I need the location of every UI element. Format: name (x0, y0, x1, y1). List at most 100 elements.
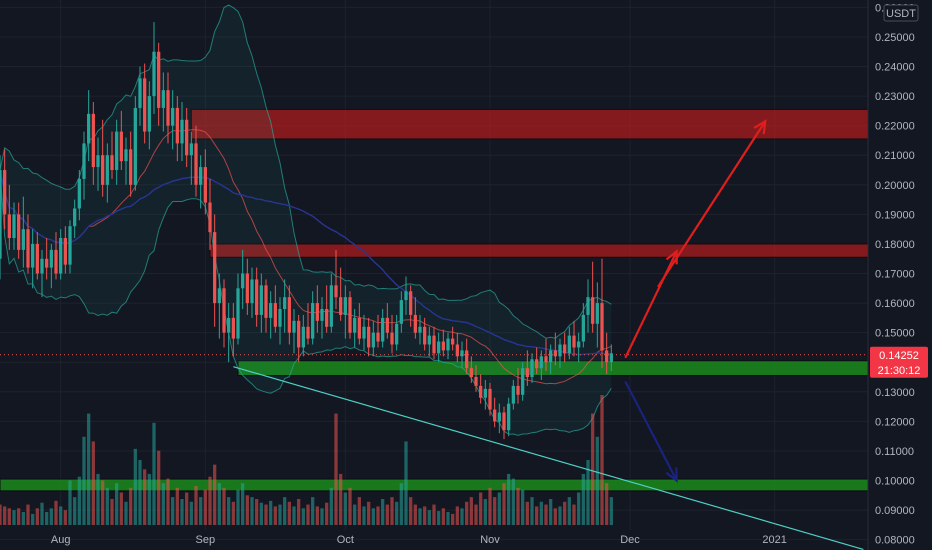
candle-body (87, 113, 91, 144)
candle-body (3, 170, 7, 215)
resistance-zone (209, 243, 869, 258)
volume-bar (171, 497, 175, 525)
candle-body (577, 341, 581, 348)
volume-bar (26, 504, 30, 525)
volume-bar (441, 508, 445, 525)
last-price-box (870, 346, 928, 378)
volume-bar (320, 508, 324, 525)
bar-countdown: 21:30:12 (878, 365, 921, 377)
candle-body (357, 317, 361, 339)
volume-bar (483, 499, 487, 525)
candle-body (147, 96, 151, 132)
candle-body (497, 412, 501, 422)
candle-body (488, 388, 492, 410)
candle-body (558, 344, 562, 357)
volume-bar (479, 492, 483, 525)
candle-body (40, 258, 44, 274)
volume-bar (283, 497, 287, 525)
candle-body (269, 303, 273, 318)
volume-bar (539, 501, 543, 525)
volume-bar (147, 473, 151, 525)
candle-body (544, 356, 548, 363)
candle-body (161, 90, 165, 108)
candle-body (199, 167, 203, 185)
candle-body (301, 326, 305, 348)
candle-body (521, 368, 525, 395)
candle-body (185, 119, 189, 156)
volume-bar (105, 487, 109, 525)
candle-body (231, 317, 235, 339)
candle-body (432, 335, 436, 354)
candle-body (325, 309, 329, 327)
volume-bar (180, 499, 184, 525)
volume-bar (241, 483, 245, 525)
time-axis[interactable]: Aug Sep Oct Nov Dec 2021 (51, 534, 787, 546)
volume-bar (157, 450, 161, 525)
y-tick-label: 0.25000 (875, 32, 915, 44)
volume-bar (507, 473, 511, 525)
candle-body (479, 385, 483, 398)
candle-body (12, 214, 16, 239)
candle-body (367, 326, 371, 348)
candle-body (59, 238, 63, 274)
candle-body (465, 350, 469, 369)
volume-bar (395, 501, 399, 525)
volume-bar (409, 497, 413, 525)
volume-bar (437, 511, 441, 525)
candle-body (423, 326, 427, 345)
volume-bar (31, 513, 35, 525)
candle-body (595, 303, 599, 324)
volume-bar (59, 506, 63, 525)
volume-bar (143, 469, 147, 525)
candle-body (320, 309, 324, 321)
volume-bar (511, 478, 515, 525)
volume-bar (3, 506, 7, 525)
y-tick-label: 0.17000 (875, 269, 915, 281)
volume-bar (609, 497, 613, 525)
volume-bar (199, 497, 203, 525)
candle-body (530, 359, 534, 378)
candle-body (441, 341, 445, 351)
volume-bar (586, 460, 590, 525)
volume-bar (455, 506, 459, 525)
candle-body (73, 208, 77, 227)
volume-bar (213, 464, 217, 525)
y-tick-label: 0.12000 (875, 416, 915, 428)
candle-body (591, 297, 595, 324)
volume-bar (236, 489, 240, 525)
candle-body (138, 78, 142, 108)
volume-bar (21, 512, 25, 525)
volume-bar (427, 510, 431, 525)
bullish-projection-1-shaft (624, 250, 678, 359)
volume-bar (469, 497, 473, 525)
candle-body (236, 288, 240, 339)
y-tick-label: 0.23000 (875, 91, 915, 103)
volume-bar (521, 489, 525, 525)
candle-body (549, 350, 553, 363)
volume-bar (129, 487, 133, 525)
volume-bar (189, 501, 193, 525)
volume-bar (273, 506, 277, 525)
bearish-projection-head (665, 467, 678, 483)
candle-body (581, 314, 585, 342)
candle-body (563, 344, 567, 354)
volume-bar (577, 492, 581, 525)
volume-bar (222, 487, 226, 525)
volume-bar (553, 508, 557, 525)
candle-body (297, 320, 301, 348)
candle-body (227, 317, 231, 333)
candle-body (68, 226, 72, 265)
candle-body (409, 291, 413, 315)
candle-body (311, 303, 315, 339)
volume-bar (245, 495, 249, 525)
moving-average-long (0, 169, 612, 356)
volume-bar (367, 501, 371, 525)
candle-body (460, 350, 464, 357)
y-tick-label: 0.20000 (875, 180, 915, 192)
volume-bar (465, 501, 469, 525)
volume-bar (563, 501, 567, 525)
volume-bar (231, 501, 235, 525)
volume-bar (35, 508, 39, 525)
y-tick-label: 0.24000 (875, 62, 915, 74)
